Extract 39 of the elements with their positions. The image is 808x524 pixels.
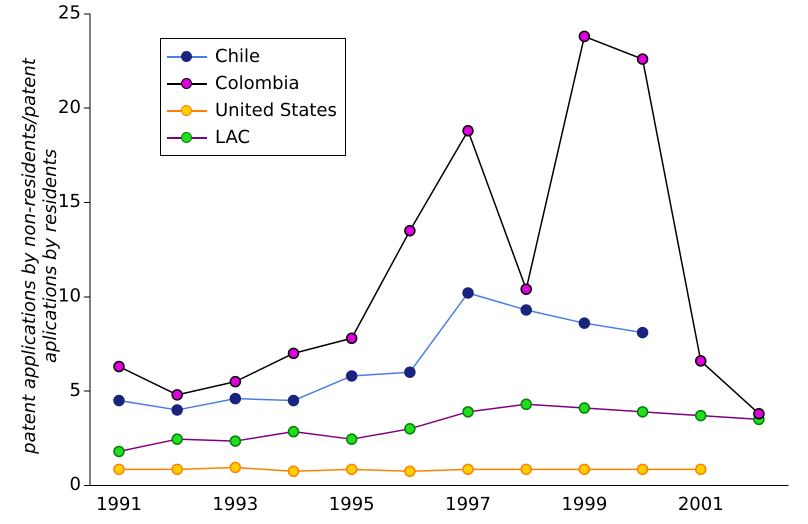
point (462, 464, 474, 476)
point (113, 360, 125, 372)
point (171, 464, 183, 476)
point (694, 355, 706, 367)
y-tick-label: 0 (69, 474, 81, 496)
point (520, 283, 532, 295)
point (230, 462, 242, 474)
point (171, 389, 183, 401)
point (694, 464, 706, 476)
legend-label: Chile (215, 46, 260, 67)
point (288, 348, 300, 360)
point (346, 464, 358, 476)
point (346, 332, 358, 344)
y-tick-label: 5 (69, 380, 81, 401)
point (288, 466, 300, 477)
legend-label: United States (215, 100, 337, 121)
x-tick-label: 1993 (212, 494, 258, 515)
point (520, 464, 532, 476)
point (462, 125, 474, 137)
point (404, 224, 416, 236)
point (578, 30, 590, 42)
point (636, 53, 648, 65)
point (753, 408, 765, 420)
point (113, 464, 125, 476)
legend-label: Colombia (215, 73, 300, 94)
point (404, 466, 416, 477)
point (230, 376, 242, 388)
y-tick-label: 20 (58, 96, 81, 118)
point (636, 464, 648, 476)
y-tick-label: 25 (58, 2, 81, 24)
point (578, 464, 590, 476)
x-tick-label: 1995 (328, 494, 375, 515)
y-tick-label: 10 (58, 285, 81, 306)
y-tick-label: 15 (58, 191, 81, 212)
x-tick-label: 1991 (96, 494, 142, 515)
legend-label: LAC (215, 127, 250, 148)
x-tick-label: 1999 (561, 494, 608, 515)
x-tick-label: 1997 (445, 494, 491, 515)
x-tick-label: 2001 (678, 494, 724, 515)
